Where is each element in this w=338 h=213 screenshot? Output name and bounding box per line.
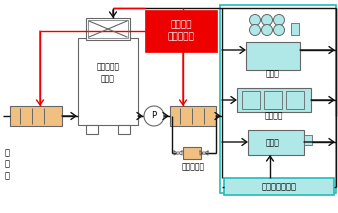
Text: フィルター: フィルター <box>182 163 204 171</box>
Bar <box>88 20 128 38</box>
Bar <box>86 18 130 40</box>
Bar <box>78 38 138 125</box>
Text: 冷凍機: 冷凍機 <box>266 69 280 79</box>
Bar <box>248 130 304 155</box>
Bar <box>183 147 201 159</box>
Circle shape <box>203 152 205 154</box>
Bar <box>10 106 62 126</box>
Circle shape <box>262 14 272 26</box>
Circle shape <box>249 24 261 36</box>
Bar <box>220 5 336 193</box>
Bar <box>286 91 304 109</box>
Circle shape <box>273 14 285 26</box>
Circle shape <box>262 24 272 36</box>
Circle shape <box>177 152 179 154</box>
Bar <box>170 106 216 126</box>
Bar <box>118 125 130 134</box>
Bar <box>224 178 334 195</box>
Bar <box>242 91 260 109</box>
Bar <box>291 23 299 35</box>
Bar <box>86 125 98 134</box>
Circle shape <box>273 24 285 36</box>
Bar <box>145 10 217 52</box>
Text: クーリング
タワー: クーリング タワー <box>96 63 120 83</box>
Bar <box>237 88 311 112</box>
Text: P: P <box>151 111 156 121</box>
Text: 補
給
水: 補 給 水 <box>4 148 9 181</box>
Text: 成形機: 成形機 <box>266 138 280 147</box>
Bar <box>246 42 300 70</box>
Circle shape <box>249 14 261 26</box>
Text: 熱交換器: 熱交換器 <box>265 111 283 121</box>
Bar <box>304 135 312 145</box>
Text: コンプレッサー: コンプレッサー <box>262 182 296 191</box>
Text: モールド
ウォーター: モールド ウォーター <box>168 20 194 42</box>
Bar <box>264 91 282 109</box>
Circle shape <box>144 106 164 126</box>
